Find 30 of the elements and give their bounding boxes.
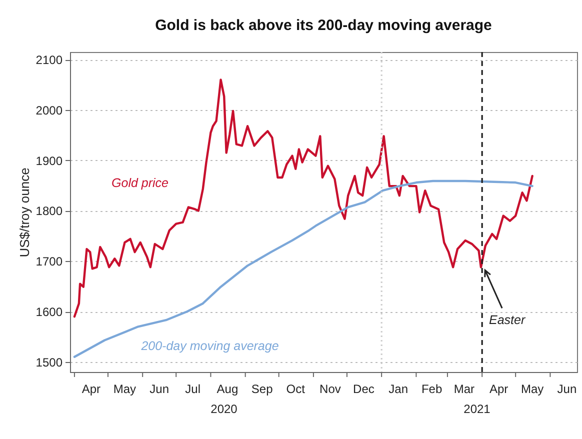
- x-tick-label: Dec: [353, 382, 374, 396]
- x-tick-label: Feb: [421, 382, 442, 396]
- text: 2020: [210, 402, 238, 416]
- line-series: [73, 180, 534, 358]
- y-tick-label: 2000: [36, 103, 63, 118]
- y-tick-label: 1900: [36, 154, 63, 168]
- chart-title: Gold is back above its 200-day moving average: [155, 17, 492, 34]
- x-tick-label: Apr: [489, 382, 508, 396]
- y-tick-label: 2100: [36, 53, 63, 68]
- x-tick-label: Jun: [557, 382, 577, 396]
- x-tick-label: Apr: [82, 382, 101, 396]
- y-tick-label: 1800: [36, 204, 63, 218]
- x-tick-label: Jan: [388, 382, 408, 396]
- text: Gold price: [112, 176, 169, 190]
- x-tick-label: Mar: [454, 382, 475, 396]
- y-axis-title: US$/troy ounce: [16, 168, 32, 258]
- series-label: 200-day moving average: [140, 339, 279, 353]
- x-tick-label: May: [113, 382, 136, 396]
- x-tick-label: Nov: [320, 382, 341, 396]
- annotation: Easter: [489, 313, 526, 328]
- text: 2021: [464, 402, 491, 416]
- y-tick-label: 1600: [36, 305, 63, 320]
- y-tick-label: 1500: [36, 355, 63, 370]
- x-tick-label: Jul: [185, 382, 201, 396]
- x-tick-label: Oct: [286, 382, 306, 396]
- y-tick-label: 1700: [36, 254, 63, 269]
- x-tick-label: May: [520, 382, 544, 396]
- x-tick-label: Aug: [216, 382, 238, 396]
- x-tick-label: Sep: [251, 382, 274, 396]
- x-tick-label: Jun: [150, 382, 170, 396]
